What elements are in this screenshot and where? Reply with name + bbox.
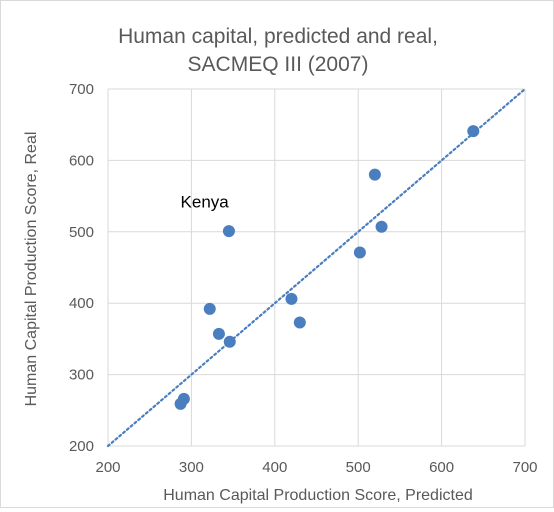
tick-labels: 200 300 400 500 600 700 200 300 400 500 600 700	[69, 81, 538, 476]
data-point-3	[353, 246, 366, 259]
data-point-2	[375, 220, 388, 233]
annotation-label: Kenya	[181, 193, 230, 212]
data-point-5	[285, 292, 298, 305]
trendline	[106, 87, 527, 448]
x-tick-label: 500	[346, 459, 371, 476]
x-tick-label: 600	[429, 459, 454, 476]
y-tick-label: 200	[69, 438, 94, 455]
chart-title-line-1: Human capital, predicted and real,	[118, 25, 438, 48]
x-tick-label: 200	[95, 459, 120, 476]
x-tick-label: 400	[262, 459, 287, 476]
data-point-6	[293, 316, 306, 329]
chart-title-line-2: SACMEQ III (2007)	[188, 53, 369, 76]
y-tick-label: 700	[69, 81, 94, 98]
data-point-8	[212, 327, 225, 340]
data-point-9	[223, 335, 236, 348]
x-tick-label: 700	[512, 459, 537, 476]
y-tick-label: 400	[69, 295, 94, 312]
data-point-4	[222, 225, 235, 238]
data-points	[174, 125, 480, 410]
y-tick-label: 600	[69, 152, 94, 169]
annotations: Kenya	[181, 193, 230, 212]
gridlines	[107, 88, 526, 447]
y-tick-label: 500	[69, 224, 94, 241]
x-tick-label: 300	[179, 459, 204, 476]
x-axis-label: Human Capital Production Score, Predicte…	[163, 487, 473, 504]
y-tick-label: 300	[69, 367, 94, 384]
data-point-11	[174, 397, 187, 410]
y-axis-label: Human Capital Production Score, Real	[23, 132, 40, 407]
data-point-0	[467, 125, 480, 138]
data-point-7	[203, 302, 216, 315]
data-point-1	[368, 168, 381, 181]
